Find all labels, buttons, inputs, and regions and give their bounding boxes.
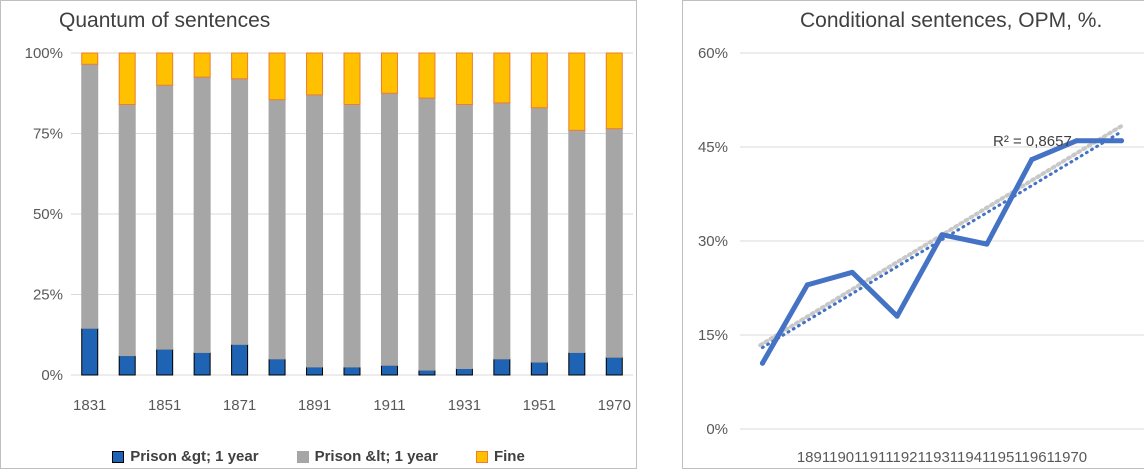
legend-swatch bbox=[112, 450, 125, 463]
y-tick-label: 75% bbox=[33, 126, 63, 143]
data-point bbox=[984, 241, 990, 247]
legend-label: Fine bbox=[493, 448, 525, 465]
bar-segment bbox=[418, 369, 436, 376]
bar-segment bbox=[306, 94, 324, 368]
x-tick-label: 1871 bbox=[223, 397, 256, 414]
legend-swatch bbox=[296, 450, 309, 463]
data-point bbox=[804, 282, 810, 288]
chart-title: Quantum of sentences bbox=[59, 9, 271, 32]
bar-segment bbox=[530, 361, 548, 376]
data-point bbox=[939, 232, 945, 238]
bar-segment bbox=[231, 52, 249, 80]
bar-segment bbox=[118, 104, 136, 357]
data-point bbox=[759, 360, 765, 366]
bar-segment bbox=[605, 52, 623, 130]
bar-segment bbox=[268, 358, 286, 376]
x-tick-label: 1951 bbox=[523, 397, 556, 414]
x-tick-label: 1851 bbox=[148, 397, 181, 414]
bar-segment bbox=[268, 52, 286, 101]
bar-segment bbox=[568, 351, 586, 376]
bar-segment bbox=[81, 63, 99, 329]
bar-segment bbox=[231, 78, 249, 345]
y-tick-label: 60% bbox=[698, 45, 728, 62]
bar-segment bbox=[455, 368, 473, 376]
bar-segment bbox=[231, 343, 249, 376]
y-tick-label: 50% bbox=[33, 206, 63, 223]
x-tick-label: 1911 bbox=[373, 397, 405, 414]
bar-segment bbox=[380, 92, 398, 366]
data-point bbox=[849, 269, 855, 275]
legend-label: Prison &gt; 1 year bbox=[130, 448, 259, 465]
bar-segment bbox=[343, 52, 361, 106]
y-tick-label: 30% bbox=[698, 233, 728, 250]
stacked-bar-chart: 0% 25% 50% 75% 100% 1831 1851 1871 1891 1911 1931 1… bbox=[25, 45, 633, 414]
conditional-sentences-panel: Conditional sentences, OPM, %. 0% 15% 30% 4… bbox=[682, 0, 1144, 469]
bar-segment bbox=[493, 102, 511, 360]
bar-segment bbox=[306, 366, 324, 376]
bar-segment bbox=[118, 355, 136, 376]
bar-segment bbox=[418, 97, 436, 371]
data-point bbox=[1119, 138, 1125, 144]
bar-segment bbox=[605, 356, 623, 376]
bar-segment bbox=[455, 52, 473, 106]
y-tick-label: 100% bbox=[25, 45, 63, 62]
y-tick-label: 25% bbox=[33, 287, 63, 304]
legend-item-prison-under-1-year: Prison &lt; 1 year bbox=[296, 448, 438, 465]
y-tick-label: 45% bbox=[698, 139, 728, 156]
bar-segment bbox=[530, 107, 548, 363]
bar-segment bbox=[493, 52, 511, 104]
series-line bbox=[759, 138, 1125, 366]
bar-segment bbox=[156, 52, 174, 86]
bar-segment bbox=[268, 99, 286, 360]
x-tick-label: 1970 bbox=[598, 397, 631, 414]
x-tick-label: 1891 bbox=[298, 397, 331, 414]
sentences-chart-panel: Quantum of sentences 0% 25% 50% 75% 100% 1831… bbox=[0, 0, 637, 469]
bar-segment bbox=[530, 52, 548, 109]
x-tick-label: 1931 bbox=[448, 397, 481, 414]
bar-segment bbox=[568, 129, 586, 353]
legend-label: Prison &lt; 1 year bbox=[314, 448, 438, 465]
line-chart: 0% 15% 30% 45% 60% 18911901191119211931194119… bbox=[698, 45, 1144, 466]
data-point bbox=[1074, 138, 1080, 144]
bar-segment bbox=[118, 52, 136, 106]
bar-segment bbox=[193, 76, 211, 353]
chart-title: Conditional sentences, OPM, %. bbox=[800, 9, 1103, 32]
bar-segment bbox=[493, 358, 511, 376]
bar-segment bbox=[380, 364, 398, 376]
bar-segment bbox=[343, 104, 361, 368]
data-point bbox=[894, 313, 900, 319]
x-tick-labels: 189119011911192119311941195119611970 bbox=[797, 449, 1087, 466]
x-tick-label: 1831 bbox=[73, 397, 106, 414]
data-point bbox=[1029, 157, 1035, 163]
chart-legend: Prison &gt; 1 year Prison &lt; 1 year Fi… bbox=[1, 448, 636, 465]
bar-segment bbox=[380, 52, 398, 94]
bar-segment bbox=[455, 104, 473, 370]
bar-segment bbox=[81, 327, 99, 376]
bar-segment bbox=[605, 128, 623, 358]
legend-item-fine: Fine bbox=[475, 448, 525, 465]
bar-segment bbox=[418, 52, 436, 99]
legend-item-prison-over-1-year: Prison &gt; 1 year bbox=[112, 448, 259, 465]
y-tick-label: 15% bbox=[698, 327, 728, 344]
y-tick-label: 0% bbox=[706, 421, 728, 438]
bar-segment bbox=[193, 351, 211, 376]
bar-segment bbox=[306, 52, 324, 96]
bar-segment bbox=[156, 348, 174, 376]
bar-segment bbox=[343, 366, 361, 376]
legend-swatch bbox=[475, 450, 488, 463]
y-tick-label: 0% bbox=[41, 367, 63, 384]
bar-segment bbox=[81, 52, 99, 65]
bar-segment bbox=[193, 52, 211, 78]
r-squared-label: R² = 0,8657 bbox=[993, 133, 1072, 150]
bar-segment bbox=[568, 52, 586, 131]
bar-segment bbox=[156, 84, 174, 350]
